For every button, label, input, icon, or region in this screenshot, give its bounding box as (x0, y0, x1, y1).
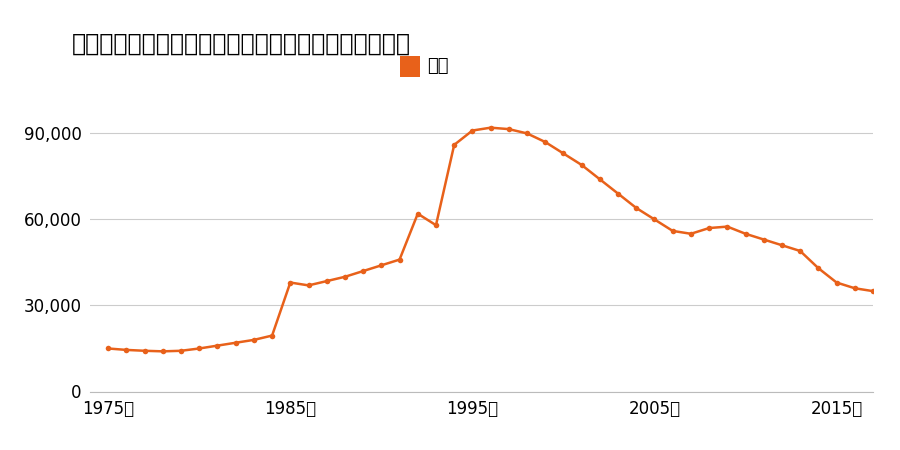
Text: 価格: 価格 (428, 57, 449, 75)
FancyBboxPatch shape (400, 56, 420, 76)
Text: 茨城県日立市大沼町字川原内９０４番５５の地価推移: 茨城県日立市大沼町字川原内９０４番５５の地価推移 (72, 32, 411, 55)
